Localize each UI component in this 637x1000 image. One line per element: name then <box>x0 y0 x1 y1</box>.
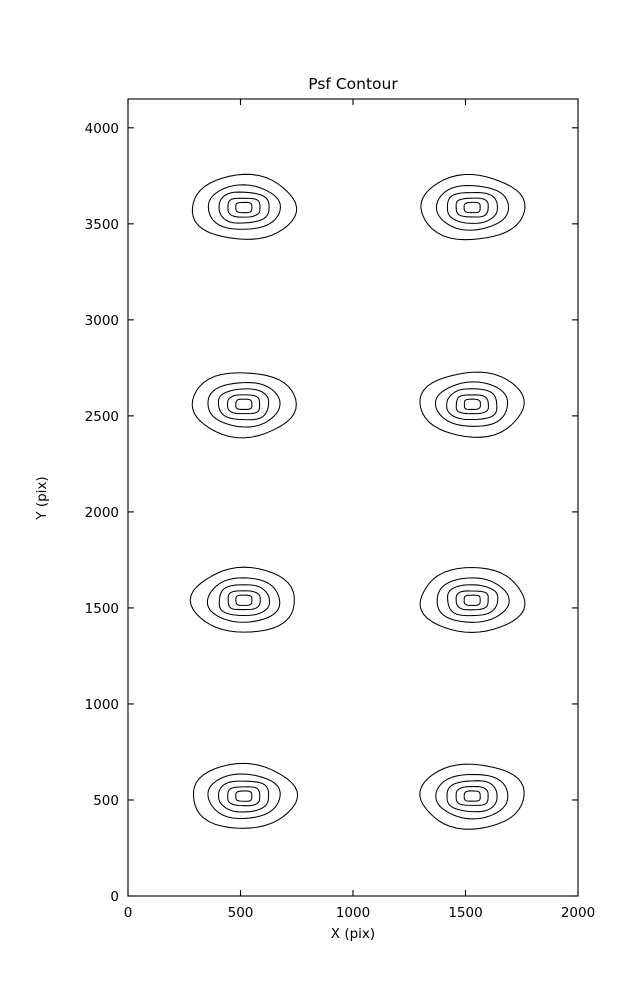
contour-peaks <box>189 173 526 830</box>
y-tick-label: 1500 <box>85 601 119 617</box>
y-axis-label: Y (pix) <box>34 476 50 520</box>
contour-level <box>227 786 261 807</box>
contour-level <box>206 577 281 623</box>
y-tick-label: 4000 <box>85 121 119 137</box>
page-title: Psf Contour <box>308 75 398 93</box>
contour-level <box>227 197 261 218</box>
contour-level <box>463 790 481 802</box>
contour-level <box>455 590 489 611</box>
contour-level <box>227 590 261 611</box>
contour-level <box>435 773 509 820</box>
y-tick-label: 3500 <box>85 217 119 233</box>
x-axis-ticks: 0 500 1000 1500 2000 <box>124 99 595 921</box>
contour-level <box>455 394 489 415</box>
contour-level <box>189 566 295 633</box>
contour-level <box>192 762 299 829</box>
contour-level <box>463 594 481 606</box>
y-tick-label: 2500 <box>85 409 119 425</box>
contour-level <box>446 388 498 421</box>
contour-level <box>446 192 498 224</box>
contour-level <box>217 388 270 421</box>
y-tick-label: 500 <box>93 793 119 809</box>
y-axis-ticks: 0 500 1000 1500 2000 2500 3000 3500 4000 <box>85 121 578 905</box>
contour-level <box>235 594 253 606</box>
contour-peak <box>419 371 525 438</box>
y-tick-label: 2000 <box>85 505 119 521</box>
contour-level <box>436 577 510 623</box>
contour-peak <box>191 173 298 240</box>
contour-level <box>419 371 525 438</box>
contour-level <box>455 786 489 806</box>
x-tick-label: 500 <box>228 905 254 921</box>
contour-peak <box>420 173 526 241</box>
axes-frame <box>127 98 579 897</box>
contour-level <box>235 790 253 802</box>
contour-level <box>217 780 270 813</box>
contour-peak <box>419 566 526 633</box>
contour-level <box>419 763 525 830</box>
contour-level <box>463 201 481 214</box>
contour-level <box>235 398 253 410</box>
contour-level <box>434 381 509 427</box>
contour-level <box>207 773 281 819</box>
contour-peak <box>419 763 525 830</box>
y-tick-label: 3000 <box>85 313 119 329</box>
contour-level <box>420 173 526 241</box>
contour-level <box>218 584 270 617</box>
contour-peak <box>189 566 295 633</box>
x-axis-label: X (pix) <box>331 926 375 942</box>
contour-level <box>235 201 253 214</box>
contour-level <box>207 382 281 428</box>
contour-level <box>435 185 510 231</box>
y-tick-label: 0 <box>110 889 119 905</box>
x-tick-label: 0 <box>124 905 133 921</box>
contour-level <box>207 184 281 230</box>
contour-level <box>446 780 498 813</box>
contour-peak <box>191 372 297 439</box>
contour-level <box>463 398 481 410</box>
contour-level <box>218 191 270 224</box>
contour-level <box>419 566 526 633</box>
contour-level <box>226 394 261 415</box>
x-tick-label: 1000 <box>336 905 370 921</box>
contour-level <box>455 197 489 218</box>
x-tick-label: 1500 <box>448 905 482 921</box>
y-tick-label: 1000 <box>85 697 119 713</box>
contour-peak <box>192 762 299 829</box>
contour-level <box>447 584 499 617</box>
contour-level <box>191 372 297 439</box>
contour-level <box>191 173 298 240</box>
x-tick-label: 2000 <box>561 905 595 921</box>
